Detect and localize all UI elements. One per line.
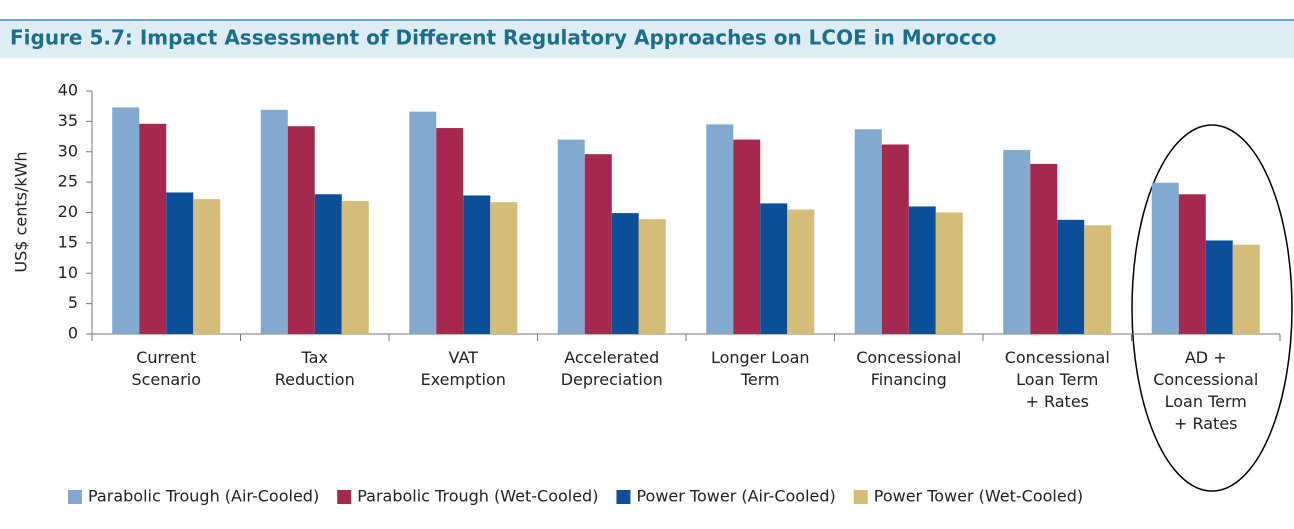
y-tick-label: 25 bbox=[58, 172, 78, 191]
bar bbox=[139, 123, 167, 335]
title-bar bbox=[0, 20, 1294, 58]
bar bbox=[908, 206, 936, 334]
y-tick-label: 5 bbox=[68, 293, 78, 312]
chart-title: Figure 5.7: Impact Assessment of Differe… bbox=[10, 26, 996, 50]
legend-label: Parabolic Trough (Air-Cooled) bbox=[88, 487, 319, 506]
y-tick-label: 20 bbox=[58, 202, 78, 221]
y-tick-label: 35 bbox=[58, 111, 78, 130]
bar bbox=[1178, 194, 1206, 334]
bar bbox=[854, 129, 882, 334]
bar bbox=[733, 139, 761, 334]
x-tick-label: AD + Concessional Loan Term + Rates bbox=[1153, 348, 1258, 433]
y-tick-label: 0 bbox=[68, 324, 78, 343]
bar bbox=[287, 126, 315, 334]
y-tick-label: 30 bbox=[58, 141, 78, 160]
bar bbox=[341, 200, 369, 334]
highlight-ellipse bbox=[1131, 124, 1293, 492]
bar bbox=[1084, 225, 1112, 334]
x-tick-label: Tax Reduction bbox=[275, 348, 355, 389]
x-tick-label: Concessional Loan Term + Rates bbox=[1005, 348, 1110, 411]
bar bbox=[112, 107, 140, 334]
bar bbox=[611, 213, 639, 334]
bar bbox=[490, 202, 518, 334]
bar bbox=[193, 199, 221, 334]
legend-label: Power Tower (Wet-Cooled) bbox=[874, 487, 1083, 506]
bar bbox=[935, 212, 963, 334]
bar bbox=[314, 194, 342, 334]
bar bbox=[760, 203, 788, 334]
bar bbox=[166, 192, 194, 334]
bar bbox=[1030, 163, 1058, 334]
bar bbox=[463, 195, 491, 334]
y-tick-label: 10 bbox=[58, 263, 78, 282]
bar bbox=[638, 219, 666, 334]
legend-swatch bbox=[616, 490, 631, 504]
y-axis-label: US$ cents/kWh bbox=[12, 151, 31, 272]
bar bbox=[436, 128, 464, 334]
x-tick-label: Current Scenario bbox=[131, 348, 201, 389]
legend-label: Power Tower (Air-Cooled) bbox=[636, 487, 835, 506]
bar bbox=[1151, 182, 1179, 334]
legend-swatch bbox=[337, 490, 352, 504]
bar bbox=[557, 139, 585, 334]
bar bbox=[1232, 244, 1260, 334]
x-tick-label: VAT Exemption bbox=[421, 348, 506, 389]
bar bbox=[787, 209, 815, 334]
legend-swatch bbox=[853, 490, 868, 504]
y-tick-label: 15 bbox=[58, 232, 78, 251]
bar bbox=[1003, 149, 1031, 334]
bar bbox=[1205, 240, 1233, 334]
legend-swatch bbox=[68, 490, 82, 504]
x-tick-label: Concessional Financing bbox=[856, 348, 961, 389]
bar bbox=[260, 109, 288, 335]
bar bbox=[409, 111, 437, 334]
y-tick-label: 40 bbox=[58, 81, 78, 100]
legend-label: Parabolic Trough (Wet-Cooled) bbox=[357, 487, 598, 506]
x-tick-label: Accelerated Depreciation bbox=[561, 348, 663, 389]
bar bbox=[584, 154, 612, 334]
bar bbox=[1057, 219, 1085, 334]
bar bbox=[706, 124, 734, 334]
x-tick-label: Longer Loan Term bbox=[711, 348, 810, 389]
bar bbox=[881, 144, 909, 334]
